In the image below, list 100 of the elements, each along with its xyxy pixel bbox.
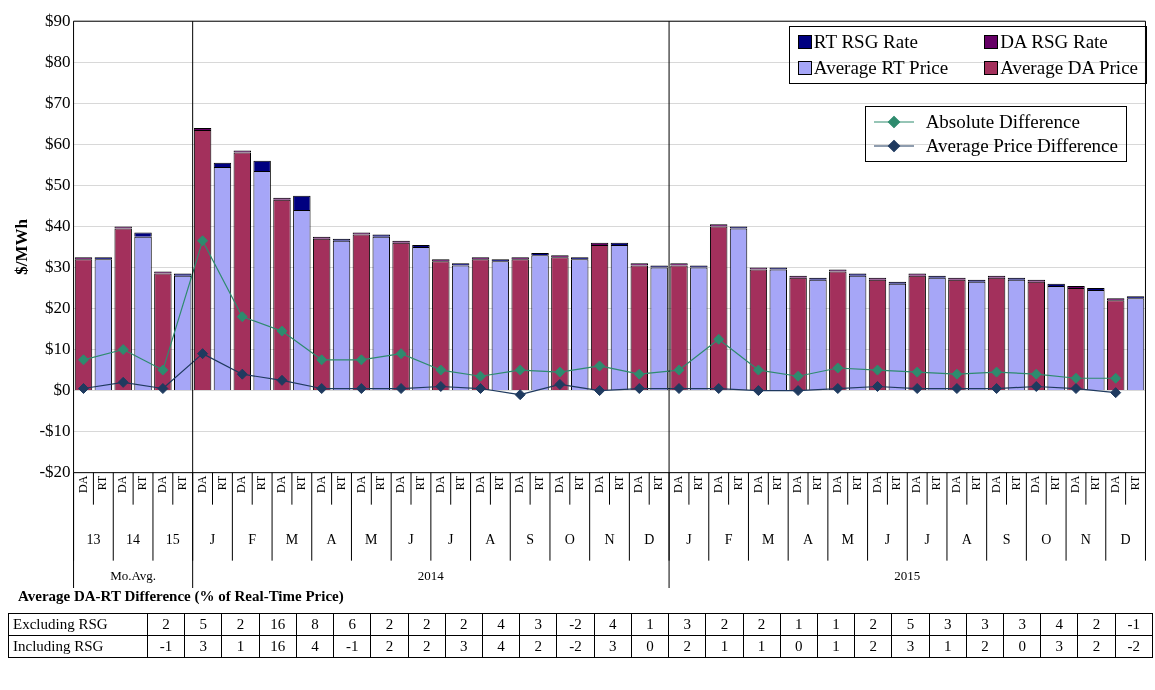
text: 2015: [894, 568, 921, 584]
x-tick-label: RT: [691, 475, 705, 491]
point: [752, 364, 764, 376]
x-tick-label: RT: [611, 475, 626, 491]
point: [316, 383, 328, 395]
x-tick-label: DA: [949, 475, 964, 494]
text: 1: [929, 635, 967, 658]
x-tick-label: DA: [909, 475, 924, 494]
text: 2: [519, 635, 557, 658]
point: [871, 380, 883, 392]
x-tick-label: RT: [889, 475, 904, 491]
point: [157, 364, 169, 376]
x-tick-label: DA: [1028, 475, 1043, 494]
text: 1: [780, 613, 818, 636]
text: 1: [221, 635, 260, 658]
text: M: [285, 532, 299, 548]
point: [1030, 380, 1042, 392]
text: N: [1080, 532, 1091, 548]
point: [276, 325, 288, 337]
x-tick-label: RT: [492, 475, 507, 491]
x-tick-label: RT: [849, 475, 864, 491]
text: 3: [668, 613, 706, 636]
text: 1: [817, 635, 855, 658]
text: J: [447, 532, 454, 548]
text: -1: [147, 635, 185, 658]
text: 5: [184, 613, 222, 636]
text: 16: [259, 613, 297, 636]
point: [752, 385, 764, 397]
text: O: [1041, 532, 1052, 548]
point: [1110, 372, 1122, 384]
x-tick-label: DA: [988, 475, 1003, 494]
x-tick-label: RT: [532, 475, 547, 491]
x-tick-label: DA: [155, 475, 170, 494]
point: [514, 389, 526, 401]
category-label: Excluding RSG: [13, 616, 108, 632]
y-axis-title: $/MWh: [11, 218, 31, 275]
x-tick-label: DA: [353, 475, 368, 494]
point: [197, 235, 209, 247]
text: 1: [631, 613, 669, 636]
text: F: [248, 532, 257, 548]
x-tick-label: DA: [869, 475, 884, 494]
text: J: [408, 532, 415, 548]
text: 0: [1003, 635, 1041, 658]
text: 2: [445, 613, 483, 636]
text: 2: [1077, 635, 1116, 658]
text: 0: [631, 635, 669, 658]
text: 2: [370, 635, 409, 658]
text: 3: [519, 613, 557, 636]
point: [792, 385, 804, 397]
text: 3: [594, 635, 632, 658]
category-label: Including RSG: [13, 638, 104, 654]
x-tick-label: DA: [750, 475, 765, 494]
x-tick-label: DA: [829, 475, 844, 494]
text: 4: [482, 613, 520, 636]
text: 2: [370, 613, 409, 636]
text: S: [526, 532, 535, 548]
x-tick-label: RT: [968, 475, 983, 491]
text: 3: [966, 613, 1004, 636]
x-tick-label: DA: [1068, 475, 1083, 494]
text: 2: [743, 613, 781, 636]
x-tick-label: RT: [770, 475, 785, 491]
text: -2: [556, 635, 595, 658]
text: -1: [333, 635, 371, 658]
point: [355, 383, 367, 395]
x-tick-label: RT: [293, 475, 308, 491]
text: J: [209, 532, 216, 548]
y-tick-label: $50: [45, 174, 71, 194]
text: 15: [165, 532, 180, 548]
y-tick-label: -$10: [39, 421, 71, 441]
text: 3: [1040, 635, 1078, 658]
point: [236, 311, 248, 323]
x-tick-label: RT: [1008, 475, 1023, 491]
text: 4: [296, 635, 334, 658]
text: O: [564, 532, 575, 548]
point: [713, 383, 725, 395]
x-tick-label: DA: [274, 475, 289, 494]
text: 4: [482, 635, 520, 658]
text: 2: [668, 635, 706, 658]
y-tick-label: $30: [45, 256, 71, 276]
point: [474, 370, 486, 382]
x-tick-label: DA: [591, 475, 606, 494]
text: 4: [1040, 613, 1078, 636]
point: [395, 383, 407, 395]
y-tick-label: $40: [45, 215, 71, 235]
text: J: [884, 532, 891, 548]
text: 3: [929, 613, 967, 636]
text: M: [762, 532, 776, 548]
x-tick-label: RT: [1088, 475, 1102, 491]
text: 14: [126, 532, 141, 548]
text: 2: [221, 613, 260, 636]
text: 2: [408, 613, 446, 636]
point: [435, 380, 447, 392]
x-tick-label: RT: [571, 475, 586, 491]
x-tick-label: RT: [1127, 475, 1142, 491]
text: A: [485, 532, 497, 548]
point: [911, 383, 923, 395]
point: [832, 383, 844, 395]
x-tick-label: DA: [194, 475, 209, 494]
text: 4: [594, 613, 632, 636]
point: [594, 385, 606, 397]
